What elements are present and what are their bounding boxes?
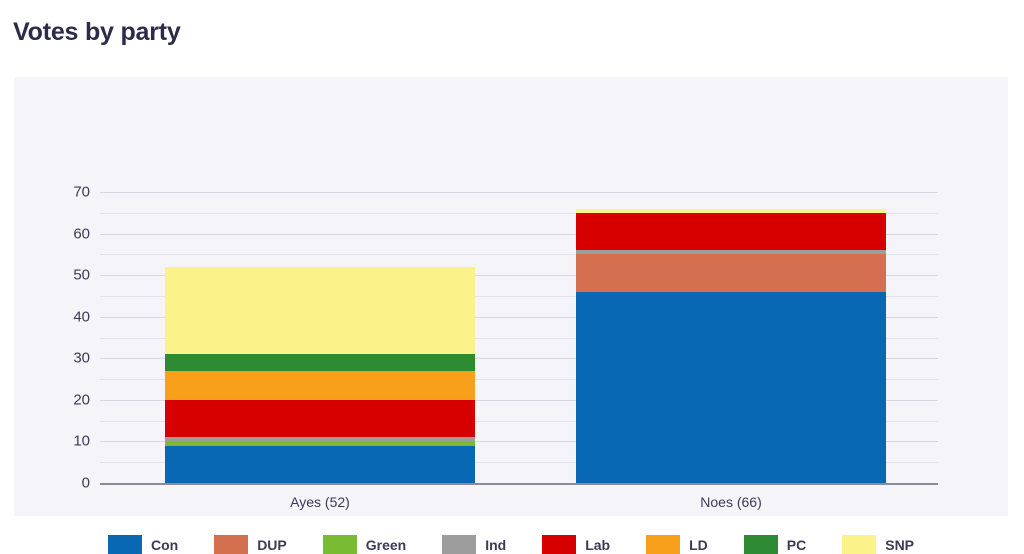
chart-panel: 0 10 20 30 40 50 60 70 Ayes (52) Noes (66) Con DU… bbox=[14, 77, 1008, 554]
gridline-major bbox=[100, 399, 938, 401]
y-axis-tick-label: 20 bbox=[73, 391, 90, 409]
legend-swatch-icon bbox=[442, 535, 477, 554]
legend-item-con[interactable]: Con bbox=[107, 535, 179, 554]
bar-group[interactable] bbox=[576, 192, 886, 483]
y-axis-tick-label: 10 bbox=[73, 432, 90, 450]
gridline-major bbox=[100, 192, 938, 193]
legend-label: Ind bbox=[485, 536, 507, 553]
bar-segment-dup[interactable] bbox=[576, 254, 886, 292]
y-axis-tick-labels: 0 10 20 30 40 50 60 70 bbox=[28, 77, 90, 516]
gridline-minor bbox=[100, 254, 938, 256]
legend-item-lab[interactable]: Lab bbox=[542, 535, 610, 554]
gridline-minor bbox=[100, 295, 938, 297]
gridline-major bbox=[100, 441, 938, 443]
gridline-major bbox=[100, 275, 938, 277]
gridline-major bbox=[100, 233, 938, 235]
bar-segment-green[interactable] bbox=[165, 441, 475, 446]
gridline-minor bbox=[100, 462, 938, 464]
gridline-minor bbox=[100, 212, 938, 214]
bar-segment-snp[interactable] bbox=[165, 266, 475, 355]
legend-item-dup[interactable]: DUP bbox=[214, 535, 287, 554]
legend-item-ld[interactable]: LD bbox=[646, 535, 708, 554]
legend-label: PC bbox=[786, 536, 807, 553]
legend-swatch-icon bbox=[743, 535, 778, 554]
bar-segment-ld[interactable] bbox=[165, 370, 475, 400]
legend-item-green[interactable]: Green bbox=[322, 535, 407, 554]
y-axis-tick-label: 40 bbox=[73, 308, 90, 326]
gridline-minor bbox=[100, 420, 938, 422]
bar-segment-lab[interactable] bbox=[576, 212, 886, 251]
bar-stack bbox=[165, 266, 475, 483]
bar-stack bbox=[576, 208, 886, 483]
bar-segment-pc[interactable] bbox=[165, 354, 475, 371]
gridline-minor bbox=[100, 337, 938, 339]
y-axis-tick-label: 50 bbox=[73, 266, 90, 284]
legend-swatch-icon bbox=[842, 535, 877, 554]
bar-segment-ind[interactable] bbox=[165, 437, 475, 442]
bar-segment-snp[interactable] bbox=[576, 208, 886, 213]
legend-swatch-icon bbox=[542, 535, 577, 554]
legend-item-snp[interactable]: SNP bbox=[842, 535, 914, 554]
legend-label: DUP bbox=[257, 536, 287, 553]
legend-item-pc[interactable]: PC bbox=[743, 535, 807, 554]
gridline-minor bbox=[100, 379, 938, 381]
gridline-major bbox=[100, 358, 938, 360]
page-title: Votes by party bbox=[13, 18, 181, 46]
chart-legend: Con DUP Green Ind Lab LD PC SNP bbox=[14, 535, 1008, 554]
bar-segment-con[interactable] bbox=[165, 445, 475, 483]
bar-segment-con[interactable] bbox=[576, 291, 886, 483]
legend-label: LD bbox=[689, 536, 708, 553]
y-axis-tick-label: 30 bbox=[73, 349, 90, 367]
legend-item-ind[interactable]: Ind bbox=[442, 535, 506, 554]
bar-segment-ind[interactable] bbox=[576, 250, 886, 255]
legend-swatch-icon bbox=[214, 535, 249, 554]
bar-group[interactable] bbox=[165, 192, 475, 483]
legend-label: Green bbox=[365, 536, 407, 553]
x-axis-tick-label: Noes (66) bbox=[700, 494, 762, 510]
y-axis-tick-label: 60 bbox=[73, 225, 90, 243]
legend-swatch-icon bbox=[322, 535, 357, 554]
bar-segment-lab[interactable] bbox=[165, 399, 475, 438]
legend-label: Lab bbox=[585, 536, 611, 553]
y-axis-tick-label: 0 bbox=[81, 474, 90, 492]
legend-label: Con bbox=[150, 536, 179, 553]
x-axis-line bbox=[100, 483, 938, 485]
legend-swatch-icon bbox=[107, 535, 142, 554]
legend-label: SNP bbox=[885, 536, 915, 553]
y-axis-tick-label: 70 bbox=[73, 183, 90, 201]
x-axis-tick-label: Ayes (52) bbox=[290, 494, 350, 510]
gridline-major bbox=[100, 316, 938, 318]
legend-swatch-icon bbox=[646, 535, 681, 554]
